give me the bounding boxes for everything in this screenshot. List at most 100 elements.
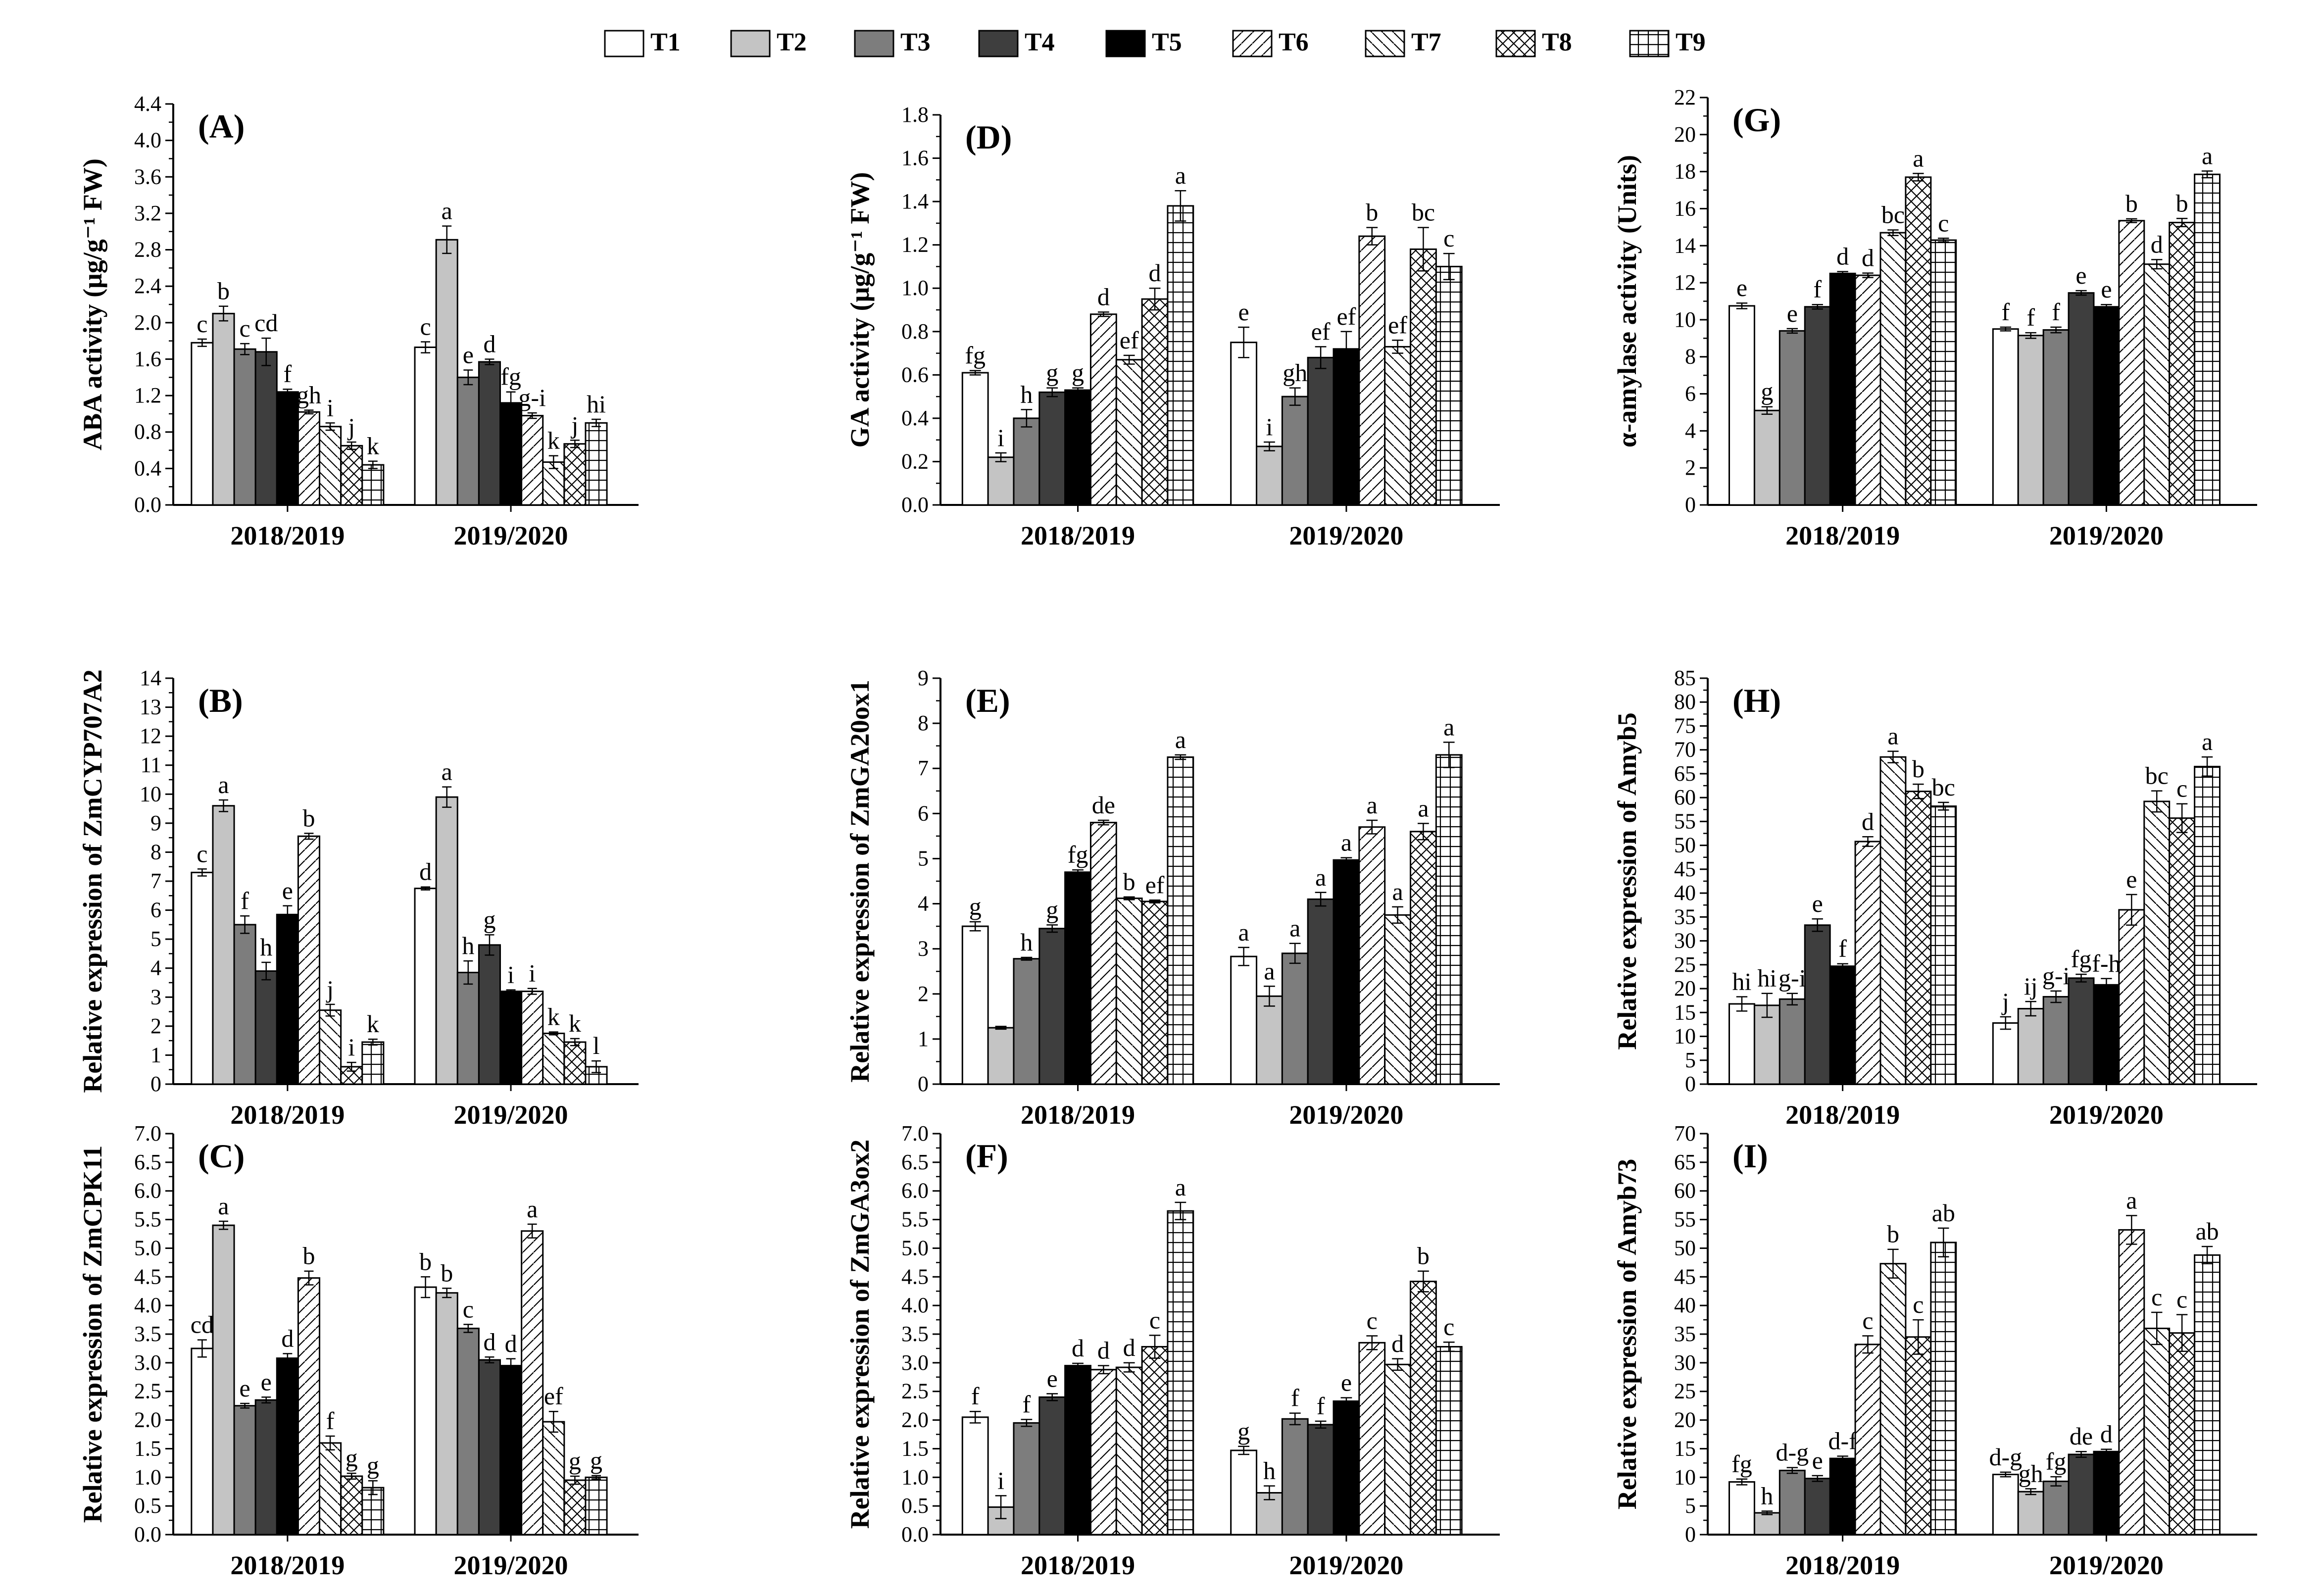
significance-letter: b bbox=[419, 1247, 432, 1275]
y-tick-label: 14 bbox=[1674, 233, 1696, 257]
significance-letter: g bbox=[1072, 359, 1084, 387]
error-bar bbox=[548, 1410, 558, 1433]
error-bar bbox=[2050, 326, 2062, 334]
y-tick-label: 45 bbox=[1674, 857, 1696, 881]
y-tick-label: 65 bbox=[1674, 1150, 1696, 1174]
error-bar bbox=[2151, 1311, 2163, 1346]
panel-label: (H) bbox=[1732, 682, 1781, 719]
y-tick-label: 12 bbox=[1674, 270, 1696, 295]
bar-y1-t1 bbox=[191, 1347, 214, 1536]
y-tick-label: 7.0 bbox=[134, 1121, 161, 1146]
panel-e: 0 1 2 3 4 5 6 7 8 9 (E) Relative expression of ZmGA… bbox=[845, 666, 1500, 1130]
error-bar bbox=[506, 989, 516, 994]
significance-letter: c bbox=[463, 1295, 474, 1323]
y-tick-label: 2.5 bbox=[901, 1379, 929, 1403]
bar-y2-t5 bbox=[2093, 984, 2120, 1085]
significance-letter: b bbox=[1366, 199, 1378, 226]
legend-label-t7: T7 bbox=[1411, 28, 1441, 56]
error-bar bbox=[421, 886, 431, 891]
significance-letter: d bbox=[1097, 283, 1110, 310]
error-bar bbox=[1913, 173, 1924, 182]
x-group-label: 2018/2019 bbox=[1785, 1550, 1900, 1580]
error-bar bbox=[2126, 894, 2137, 926]
significance-letter: e bbox=[1341, 1368, 1352, 1396]
error-bar bbox=[2126, 1215, 2137, 1245]
significance-letter: hi bbox=[1732, 967, 1752, 995]
y-tick-label: 4 bbox=[150, 956, 161, 980]
error-bar bbox=[1046, 1393, 1058, 1401]
significance-letter: de bbox=[1092, 791, 1115, 819]
legend-label-t4: T4 bbox=[1025, 28, 1055, 56]
significance-letter: c bbox=[197, 310, 207, 338]
bar-y1-t9 bbox=[361, 1041, 385, 1085]
error-bar bbox=[1366, 1335, 1378, 1350]
significance-letter: j bbox=[326, 975, 334, 1003]
y-tick-label: 2.8 bbox=[134, 238, 161, 262]
error-bar bbox=[463, 1324, 473, 1333]
significance-letter: hi bbox=[587, 390, 606, 418]
y-tick-label: 0.0 bbox=[134, 1522, 161, 1546]
y-tick-label: 65 bbox=[1674, 761, 1696, 786]
y-tick-label: 0 bbox=[150, 1072, 161, 1096]
error-bar bbox=[1812, 918, 1823, 932]
y-tick-label: 4.0 bbox=[134, 128, 161, 152]
bar-y1-t2 bbox=[1753, 1512, 1780, 1536]
error-bar bbox=[995, 452, 1007, 462]
bar-y1-t3 bbox=[1778, 330, 1806, 506]
bar-y1-t8 bbox=[1905, 1336, 1932, 1536]
significance-letter: i bbox=[529, 959, 536, 987]
y-tick-label: 6.0 bbox=[134, 1179, 161, 1203]
bar-y2-t1 bbox=[1992, 1022, 2019, 1085]
error-bar bbox=[1862, 1335, 1874, 1354]
bar-y2-t7 bbox=[1384, 914, 1412, 1085]
y-tick-label: 5 bbox=[1685, 1048, 1696, 1072]
error-bar bbox=[2151, 259, 2163, 270]
legend-label-t6: T6 bbox=[1279, 28, 1309, 56]
significance-letter: e bbox=[1787, 299, 1798, 327]
bar-y1-t1 bbox=[191, 871, 214, 1085]
bar-y1-t9 bbox=[1167, 205, 1194, 506]
significance-letter: c bbox=[197, 840, 207, 867]
significance-letter: b bbox=[2125, 190, 2138, 217]
y-axis-title: Relative expression of ZmCPK11 bbox=[78, 1146, 107, 1523]
bar-y1-t5 bbox=[1829, 1457, 1856, 1536]
bar-y2-t9 bbox=[2194, 765, 2221, 1085]
bar-y1-t4 bbox=[1804, 924, 1831, 1085]
bar-y1-t1 bbox=[1728, 1481, 1755, 1536]
bar-y1-t9 bbox=[1167, 1210, 1194, 1536]
error-bar bbox=[570, 1475, 580, 1485]
error-bar bbox=[2176, 218, 2188, 227]
significance-letter: ef bbox=[1120, 326, 1139, 354]
significance-letter: b bbox=[302, 1242, 315, 1270]
error-bar bbox=[995, 1495, 1007, 1519]
significance-letter: i bbox=[997, 1466, 1004, 1494]
error-bar bbox=[1736, 302, 1748, 309]
error-bar bbox=[1786, 993, 1798, 1006]
bar-y1-t7 bbox=[1879, 232, 1907, 506]
error-bar bbox=[1812, 303, 1823, 310]
error-bar bbox=[1175, 1201, 1186, 1220]
significance-letter: d-g bbox=[1989, 1443, 2022, 1471]
significance-letter: g-i bbox=[2042, 962, 2070, 990]
error-bar bbox=[1761, 1510, 1773, 1515]
significance-letter: d bbox=[1862, 807, 1874, 835]
y-tick-label: 3.6 bbox=[134, 164, 161, 189]
y-tick-label: 1.2 bbox=[901, 233, 929, 257]
y-tick-label: 40 bbox=[1674, 881, 1696, 905]
significance-letter: a bbox=[1315, 863, 1326, 891]
bar-y2-t1 bbox=[414, 888, 437, 1085]
panel-d: 0.0 0.2 0.4 0.6 0.8 1.0 1.2 1.4 1.6 1.8 (D) GA acti… bbox=[845, 102, 1500, 550]
error-bar bbox=[1392, 340, 1403, 354]
bar-y2-t5 bbox=[2093, 1450, 2120, 1536]
panel-c: 0.0 0.5 1.0 1.5 2.0 2.5 3.0 3.5 4.0 4.5 5.0 5.5 6.0 6… bbox=[78, 1121, 639, 1580]
y-axis-title: Relative expression of Amyb5 bbox=[1612, 712, 1642, 1049]
x-group-label: 2019/2020 bbox=[1289, 1550, 1403, 1580]
x-group-label: 2019/2020 bbox=[1289, 1100, 1403, 1130]
bar-y2-t5 bbox=[499, 402, 523, 506]
significance-letter: e bbox=[1238, 298, 1249, 326]
error-bar bbox=[1366, 819, 1378, 835]
error-bar bbox=[548, 455, 558, 469]
panel-label: (D) bbox=[965, 118, 1012, 156]
error-bar bbox=[442, 1288, 452, 1298]
y-tick-label: 4.5 bbox=[134, 1264, 161, 1289]
